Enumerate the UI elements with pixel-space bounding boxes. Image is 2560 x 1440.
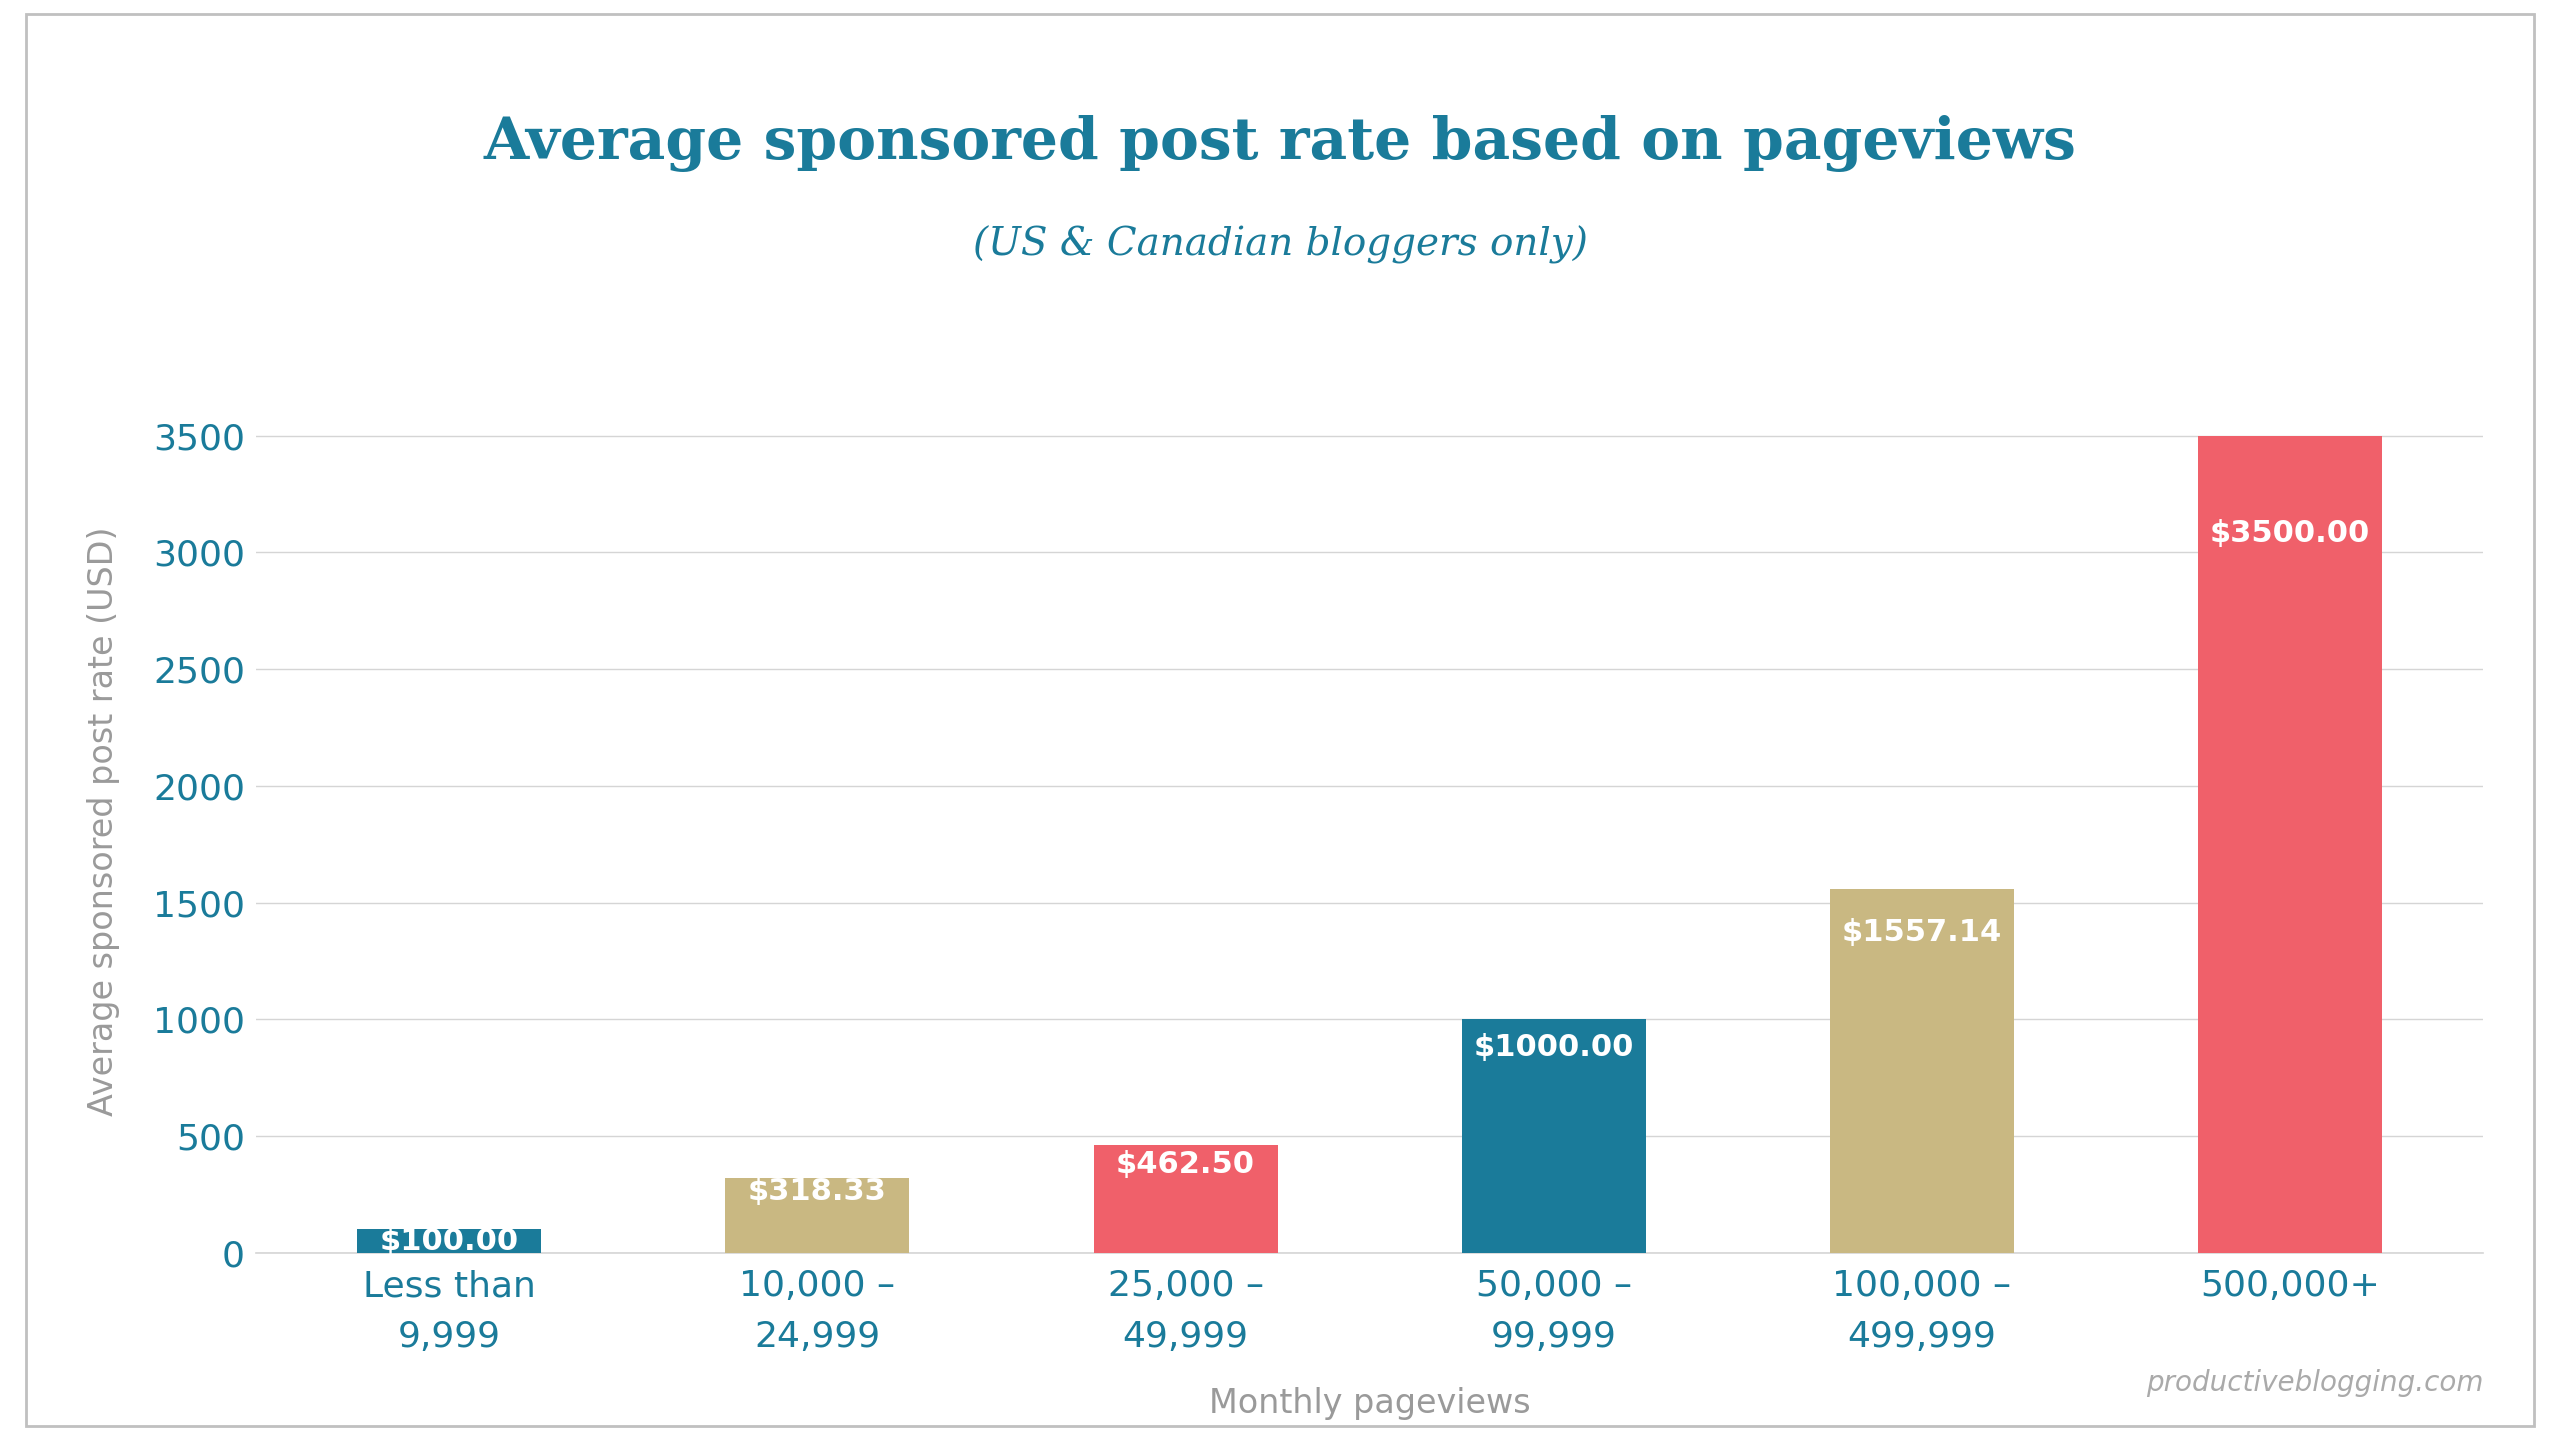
Bar (2199, 435, 2381, 1253)
Bar (1830, 888, 2015, 1253)
Bar (724, 1178, 909, 1253)
Text: $100.00: $100.00 (379, 1227, 520, 1256)
Text: productiveblogging.com: productiveblogging.com (2145, 1369, 2483, 1397)
Bar (358, 1230, 540, 1253)
Text: $462.50: $462.50 (1116, 1149, 1254, 1179)
Text: Average sponsored post rate based on pageviews: Average sponsored post rate based on pag… (484, 115, 2076, 173)
Y-axis label: Average sponsored post rate (USD): Average sponsored post rate (USD) (87, 526, 120, 1116)
Text: $1557.14: $1557.14 (1841, 919, 2002, 948)
Text: $3500.00: $3500.00 (2209, 518, 2371, 549)
Text: $1000.00: $1000.00 (1475, 1032, 1633, 1061)
Bar (1093, 1145, 1277, 1253)
X-axis label: Monthly pageviews: Monthly pageviews (1208, 1387, 1531, 1420)
Text: $318.33: $318.33 (748, 1178, 886, 1207)
Bar (1462, 1020, 1646, 1253)
Text: (US & Canadian bloggers only): (US & Canadian bloggers only) (973, 226, 1587, 264)
